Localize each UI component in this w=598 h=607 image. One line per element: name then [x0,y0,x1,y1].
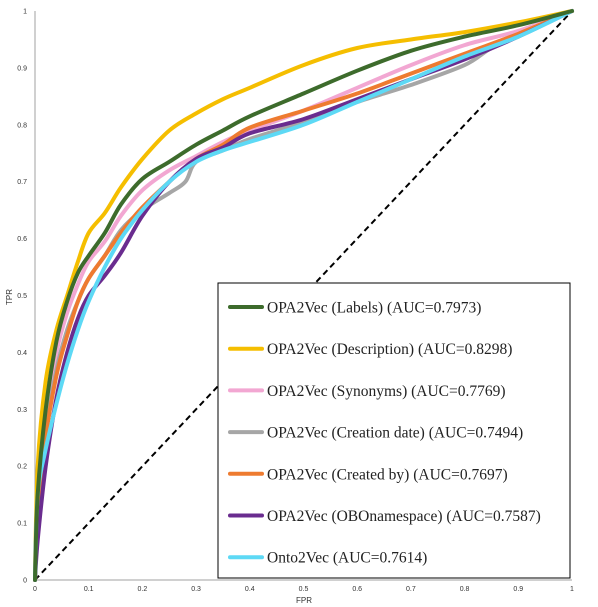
roc-curve-line [33,9,574,582]
y-tick-label: 0.6 [17,236,27,243]
legend-box [217,282,571,579]
y-tick-label: 0.2 [17,464,27,471]
y-tick-label: 0.8 [17,122,27,129]
legend-entry-label: OPA2Vec (Labels) (AUC=0.7973) [267,300,481,317]
y-tick-label: 0.4 [17,350,27,357]
x-tick-label: 0.7 [406,586,416,593]
x-tick-label: 0.2 [138,586,148,593]
y-tick-label: 0.7 [17,179,27,186]
legend-entry-label: OPA2Vec (Creation date) (AUC=0.7494) [267,425,523,442]
x-tick-label: 0.9 [513,586,523,593]
x-tick-label: 0 [33,586,37,593]
roc-curve-line [33,9,574,582]
y-tick-label: 0.3 [17,407,27,414]
legend-entry-label: OPA2Vec (OBOnamespace) (AUC=0.7587) [267,508,541,525]
roc-curve-line [33,9,574,582]
x-tick-label: 0.5 [299,586,309,593]
chart-ticks: 0 0.1 0.2 0.3 0.4 0.5 0.6 0.7 0.8 0.9 1 0 0.1 0.2 0.3 0… [17,9,574,594]
x-tick-label: 0.1 [84,586,94,593]
y-tick-label: 0.9 [17,65,27,72]
x-tick-label: 0.6 [352,586,362,593]
legend-entry-label: OPA2Vec (Created by) (AUC=0.7697) [267,466,508,483]
x-axis-title: FPR [296,596,312,605]
y-axis-title: TPR [5,289,14,305]
x-tick-label: 0.4 [245,586,255,593]
legend-entry-label: Onto2Vec (AUC=0.7614) [267,550,427,567]
x-tick-label: 0.3 [191,586,201,593]
roc-curve-line [33,9,574,582]
legend-entry-label: OPA2Vec (Description) (AUC=0.8298) [267,341,512,358]
roc-curves [33,9,574,582]
y-tick-label: 0.5 [17,293,27,300]
y-tick-label: 0 [23,578,27,585]
legend: OPA2Vec (Labels) (AUC=0.7973) OPA2Vec (De… [217,282,571,579]
x-tick-label: 0.8 [460,586,470,593]
x-tick-label: 1 [570,586,574,593]
y-tick-label: 1 [23,9,27,16]
legend-entry-label: OPA2Vec (Synonyms) (AUC=0.7769) [267,383,506,400]
y-tick-label: 0.1 [17,521,27,528]
